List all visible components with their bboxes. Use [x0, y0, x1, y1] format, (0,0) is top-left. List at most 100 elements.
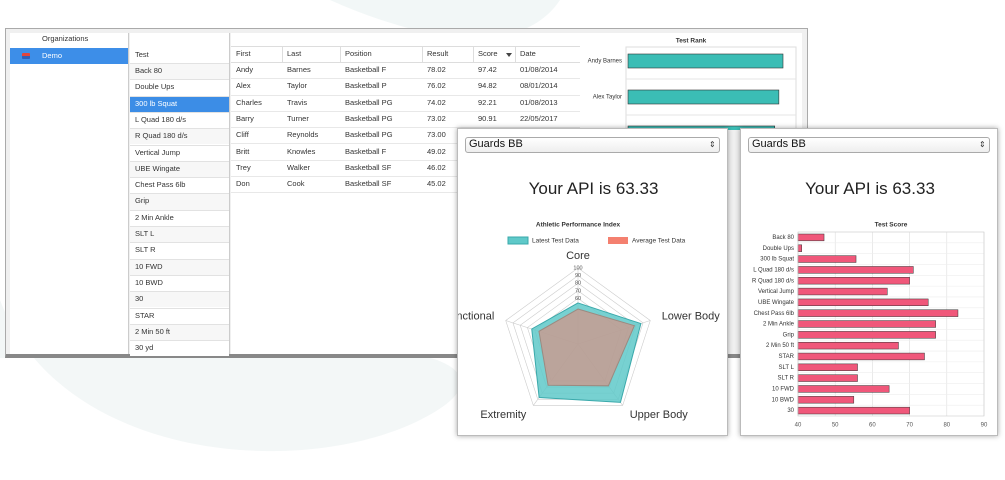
table-row[interactable] [231, 161, 580, 178]
organization-icon [22, 53, 30, 59]
table-cell: Andy [236, 65, 254, 74]
test-name: 10 BWD [135, 277, 163, 287]
test-row[interactable]: Chest Pass 6lb [130, 177, 229, 194]
legend-swatch [608, 237, 628, 244]
table-cell: Trey [236, 162, 251, 172]
test-name: 2 Min 50 ft [135, 326, 171, 336]
category-label: UBE Wingate [758, 300, 795, 306]
category-label: Back 80 [772, 235, 794, 241]
select-box[interactable]: Guards BB ⇕ [465, 137, 720, 153]
category-label: 30 [787, 408, 794, 414]
table-row[interactable] [231, 63, 580, 80]
table-cell: Barnes [287, 65, 311, 74]
table-cell: 73.00 [427, 130, 446, 140]
test-row[interactable]: Vertical Jump [130, 144, 229, 161]
test-row[interactable]: 300 lb Squat [130, 95, 229, 112]
x-tick-label: 90 [981, 423, 988, 429]
radial-tick-label: 70 [575, 288, 581, 294]
test-name: STAR [135, 310, 155, 320]
test-row[interactable]: 2 Min 50 ft [130, 323, 229, 341]
column-divider [340, 46, 341, 63]
test-row[interactable]: L Quad 180 d/s [130, 111, 229, 129]
test-name: 30 [135, 294, 144, 304]
test-row[interactable]: Grip [130, 193, 229, 210]
table-cell: Turner [287, 113, 309, 123]
table-row[interactable] [231, 96, 580, 112]
bar [797, 396, 855, 404]
x-tick-label: 80 [943, 423, 950, 429]
api-text: Your API is 63.33 [528, 179, 659, 198]
tests-pane: Test Back 80 Double Ups 300 lb Squat L Quad … [130, 33, 230, 357]
axis-label: Core [566, 250, 590, 262]
column-header[interactable]: Last [287, 49, 302, 58]
x-tick-label: 60 [869, 423, 876, 429]
plot-frame [797, 231, 985, 417]
table-header [231, 46, 580, 63]
table-cell: 76.02 [427, 81, 446, 91]
table-cell: 45.02 [427, 179, 446, 189]
table-cell: 22/05/2017 [520, 113, 558, 123]
axis-label: Lower Body [662, 311, 721, 323]
x-tick-label: 50 [832, 423, 839, 429]
category-label: 10 BWD [772, 397, 795, 403]
table-row[interactable] [231, 177, 580, 194]
column-divider [422, 46, 423, 63]
radar-ring [505, 267, 651, 406]
bar [797, 385, 890, 393]
column-header[interactable]: First [236, 49, 251, 58]
column-header[interactable]: Date [520, 49, 536, 58]
test-name: Grip [135, 196, 150, 206]
table-cell: 78.02 [427, 65, 446, 74]
bar [797, 341, 899, 350]
column-header[interactable]: Score [478, 49, 498, 58]
test-row[interactable]: UBE Wingate [130, 160, 229, 178]
table-cell: Cliff [236, 130, 249, 140]
table-row[interactable] [231, 145, 580, 161]
organization-name: Demo [42, 51, 63, 60]
table-cell: Basketball PG [345, 113, 393, 123]
table-cell: 01/08/2014 [520, 65, 558, 74]
test-name: Chest Pass 6lb [135, 180, 186, 190]
table-cell: 94.82 [478, 81, 497, 91]
test-row[interactable]: Double Ups [130, 79, 229, 96]
axis-label: Functional [458, 311, 494, 323]
test-row[interactable]: 30 [130, 291, 229, 308]
test-row[interactable]: 2 Min Ankle [130, 209, 229, 226]
category-label: Grip [783, 332, 795, 338]
test-row[interactable]: SLT L [130, 226, 229, 243]
category-label: 10 FWD [772, 387, 795, 393]
test-name: SLT L [135, 229, 155, 238]
test-row[interactable]: 10 BWD [130, 274, 229, 292]
test-row[interactable]: SLT R [130, 242, 229, 259]
table-row[interactable] [231, 112, 580, 129]
column-header[interactable]: Position [345, 49, 372, 58]
test-row[interactable]: 10 FWD [130, 258, 229, 275]
table-row[interactable] [231, 128, 580, 145]
table-cell: 73.02 [427, 113, 446, 123]
table-cell: Basketball SF [345, 162, 392, 172]
category-label: Double Ups [763, 246, 794, 252]
table-cell: 08/01/2014 [520, 81, 558, 91]
test-row[interactable]: 30 yd [130, 340, 229, 357]
bar [797, 374, 858, 382]
table-cell: Travis [287, 97, 308, 107]
bar [797, 363, 858, 371]
column-divider [473, 46, 474, 63]
test-row[interactable]: STAR [130, 307, 229, 324]
column-header[interactable]: Result [427, 49, 449, 58]
test-row[interactable]: R Quad 180 d/s [130, 128, 229, 145]
organization-row[interactable]: Demo [10, 48, 128, 64]
table-cell: Taylor [287, 81, 308, 91]
bar [797, 352, 925, 361]
select-arrows: ⇕ [709, 140, 716, 149]
table-cell: Don [236, 179, 250, 189]
select-box[interactable]: Guards BB ⇕ [748, 137, 990, 153]
table-cell: Charles [236, 97, 262, 107]
radial-tick-label: 80 [575, 281, 581, 287]
test-row[interactable]: Back 80 [130, 63, 229, 80]
chart-title: Athletic Performance Index [536, 222, 621, 229]
table-row[interactable] [231, 79, 580, 96]
x-tick-label: 70 [906, 423, 913, 429]
bar [797, 233, 825, 242]
